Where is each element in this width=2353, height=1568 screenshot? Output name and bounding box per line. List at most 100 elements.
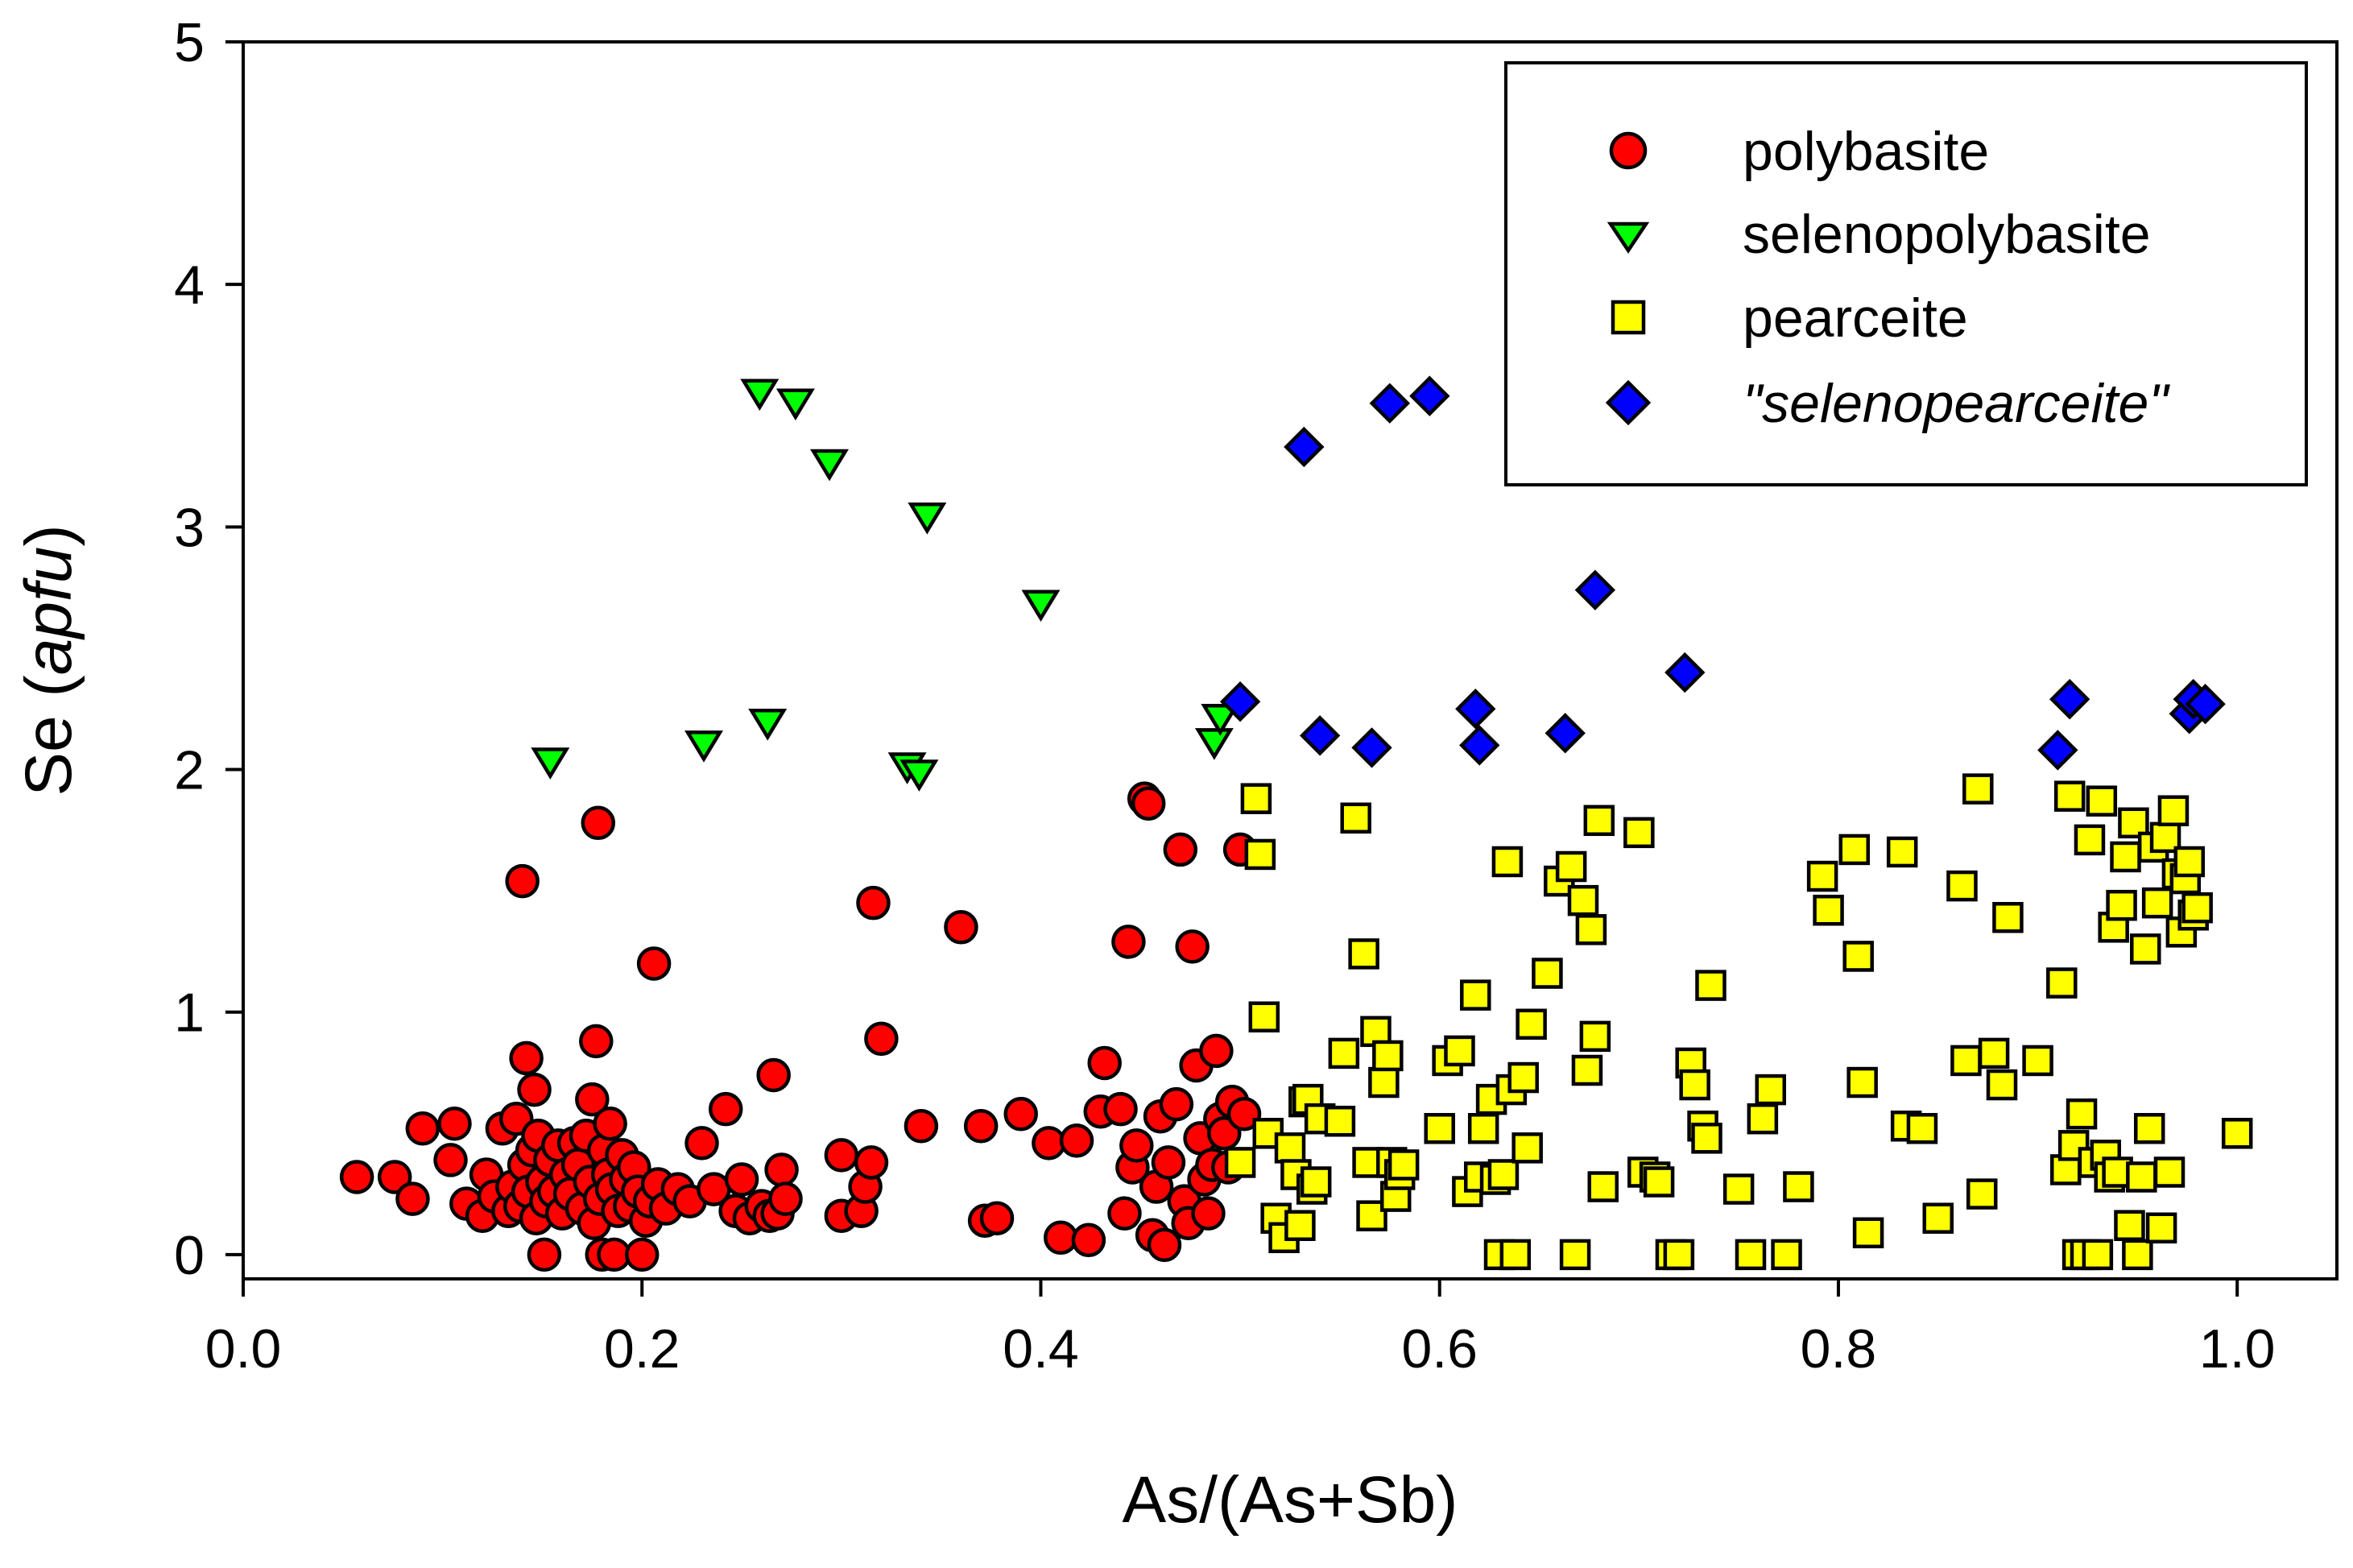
pearceite-point	[1950, 1045, 1982, 1077]
pearceite-point	[1487, 1159, 1520, 1190]
legend-marker-selenopearceite	[1605, 379, 1652, 426]
polybasite-point	[433, 1143, 468, 1177]
legend-marker-pearceite	[1611, 300, 1646, 335]
polybasite-point	[437, 1106, 472, 1141]
selenopearceite-point	[1574, 569, 1616, 610]
polybasite-point	[824, 1138, 859, 1173]
pearceite-point	[2181, 892, 2213, 924]
pearceite-point	[1248, 1001, 1280, 1032]
y-tick-label: 2	[174, 740, 205, 801]
polybasite-point	[624, 1237, 660, 1272]
pearceite-point	[2057, 1130, 2090, 1161]
selenopolybasite-point	[531, 747, 570, 780]
pearceite-point	[2110, 841, 2141, 873]
y-tick-label: 3	[174, 497, 205, 558]
pearceite-point	[1340, 802, 1371, 834]
pearceite-point	[1842, 941, 1874, 972]
selenopearceite-point	[1284, 426, 1325, 468]
pearceite-point	[1886, 836, 1918, 868]
x-axis-title: As/(As+Sb)	[1123, 1463, 1458, 1537]
polybasite-point	[724, 1162, 759, 1197]
polybasite-point	[1199, 1033, 1234, 1069]
legend-box	[1504, 61, 2308, 486]
pearceite-point	[1922, 1202, 1954, 1234]
polybasite-point	[1107, 1196, 1142, 1231]
x-tick-label: 0.0	[205, 1318, 282, 1380]
selenopolybasite-point	[748, 709, 788, 741]
pearceite-point	[2133, 1113, 2165, 1144]
x-tick-label: 0.2	[604, 1318, 680, 1380]
pearceite-point	[1460, 979, 1491, 1011]
x-tick-label: 1.0	[2199, 1318, 2276, 1380]
pearceite-point	[1755, 1074, 1787, 1106]
pearceite-point	[1571, 1054, 1603, 1086]
selenopolybasite-point	[684, 730, 723, 763]
selenopolybasite-point	[1194, 728, 1234, 760]
y-tick-label: 0	[174, 1225, 205, 1286]
legend-label-polybasite: polybasite	[1743, 121, 1989, 182]
pearceite-point	[1224, 1147, 1256, 1178]
selenopearceite-point	[1664, 652, 1706, 693]
pearceite-point	[1663, 1239, 1695, 1271]
polybasite-point	[579, 1024, 614, 1059]
y-axis-ticks: 0 1 2 3 4 5	[174, 12, 243, 1286]
pearceite-point	[1491, 846, 1524, 878]
selenopolybasite-point	[1021, 590, 1061, 623]
pearceite-point	[1244, 838, 1276, 871]
pearceite-point	[1424, 1113, 1455, 1144]
pearceite-point	[1516, 1008, 1547, 1041]
pearceite-point	[1444, 1035, 1475, 1067]
polybasite-point	[1043, 1220, 1078, 1256]
pearceite-point	[1368, 1066, 1400, 1098]
polybasite-point	[1119, 1128, 1154, 1163]
polybasite-point	[768, 1181, 803, 1216]
pearceite-point	[1806, 860, 1838, 892]
pearceite-point	[2145, 1212, 2177, 1244]
pearceite-point	[1324, 1105, 1356, 1137]
pearceite-point	[2153, 1156, 2186, 1188]
polybasite-point	[1131, 786, 1166, 821]
pearceite-point	[2066, 1098, 2098, 1130]
legend-entry-selenopolybasite: selenopolybasite	[1607, 204, 2151, 265]
pearceite-point	[1328, 1037, 1360, 1069]
pearceite-point	[1583, 805, 1615, 837]
selenopearceite-point	[2185, 684, 2226, 725]
polybasite-point	[1163, 832, 1198, 867]
pearceite-point	[2106, 889, 2137, 921]
pearceite-point	[1679, 1069, 1710, 1101]
polybasite-point	[517, 1072, 552, 1107]
pearceite-point	[1643, 1166, 1675, 1198]
polybasite-point	[597, 1237, 631, 1272]
pearceite-point	[1300, 1166, 1332, 1198]
pearceite-point	[1507, 1061, 1539, 1094]
polybasite-point	[505, 863, 540, 899]
polybasite-point	[1159, 1086, 1194, 1122]
selenopearceite-point	[1219, 681, 1261, 722]
pearceite-point	[1579, 1020, 1611, 1053]
polybasite-point	[395, 1181, 430, 1216]
polybasite-point	[764, 1152, 799, 1187]
pearceite-point	[1978, 1037, 2010, 1069]
pearceite-point	[2082, 1239, 2114, 1271]
pearceite-point	[1771, 1239, 1802, 1271]
selenopearceite-point	[1455, 689, 1496, 730]
y-axis-title-main: Se (	[12, 675, 85, 796]
pearceite-point	[1783, 1171, 1814, 1202]
pearceite-point	[1348, 938, 1379, 970]
pearceite-point	[1567, 884, 1599, 916]
polybasite-point	[509, 1041, 544, 1076]
pearceite-point	[2173, 846, 2206, 878]
plot-frame	[242, 40, 2339, 1280]
pearceite-point	[2130, 933, 2161, 965]
pearceite-point	[1387, 1149, 1420, 1181]
legend-marker-selenopolybasite	[1607, 221, 1650, 254]
polybasite-point	[1071, 1223, 1106, 1258]
pearceite-point	[1623, 817, 1655, 849]
x-tick-label: 0.4	[1003, 1318, 1079, 1380]
selenopolybasite-point	[1201, 704, 1240, 736]
pearceite-point	[2053, 780, 2086, 812]
series-selenopearceite	[1219, 375, 2226, 771]
legend: polybasite selenopolybasite pearceite "s…	[1504, 61, 2308, 486]
polybasite-point	[1103, 1091, 1138, 1127]
